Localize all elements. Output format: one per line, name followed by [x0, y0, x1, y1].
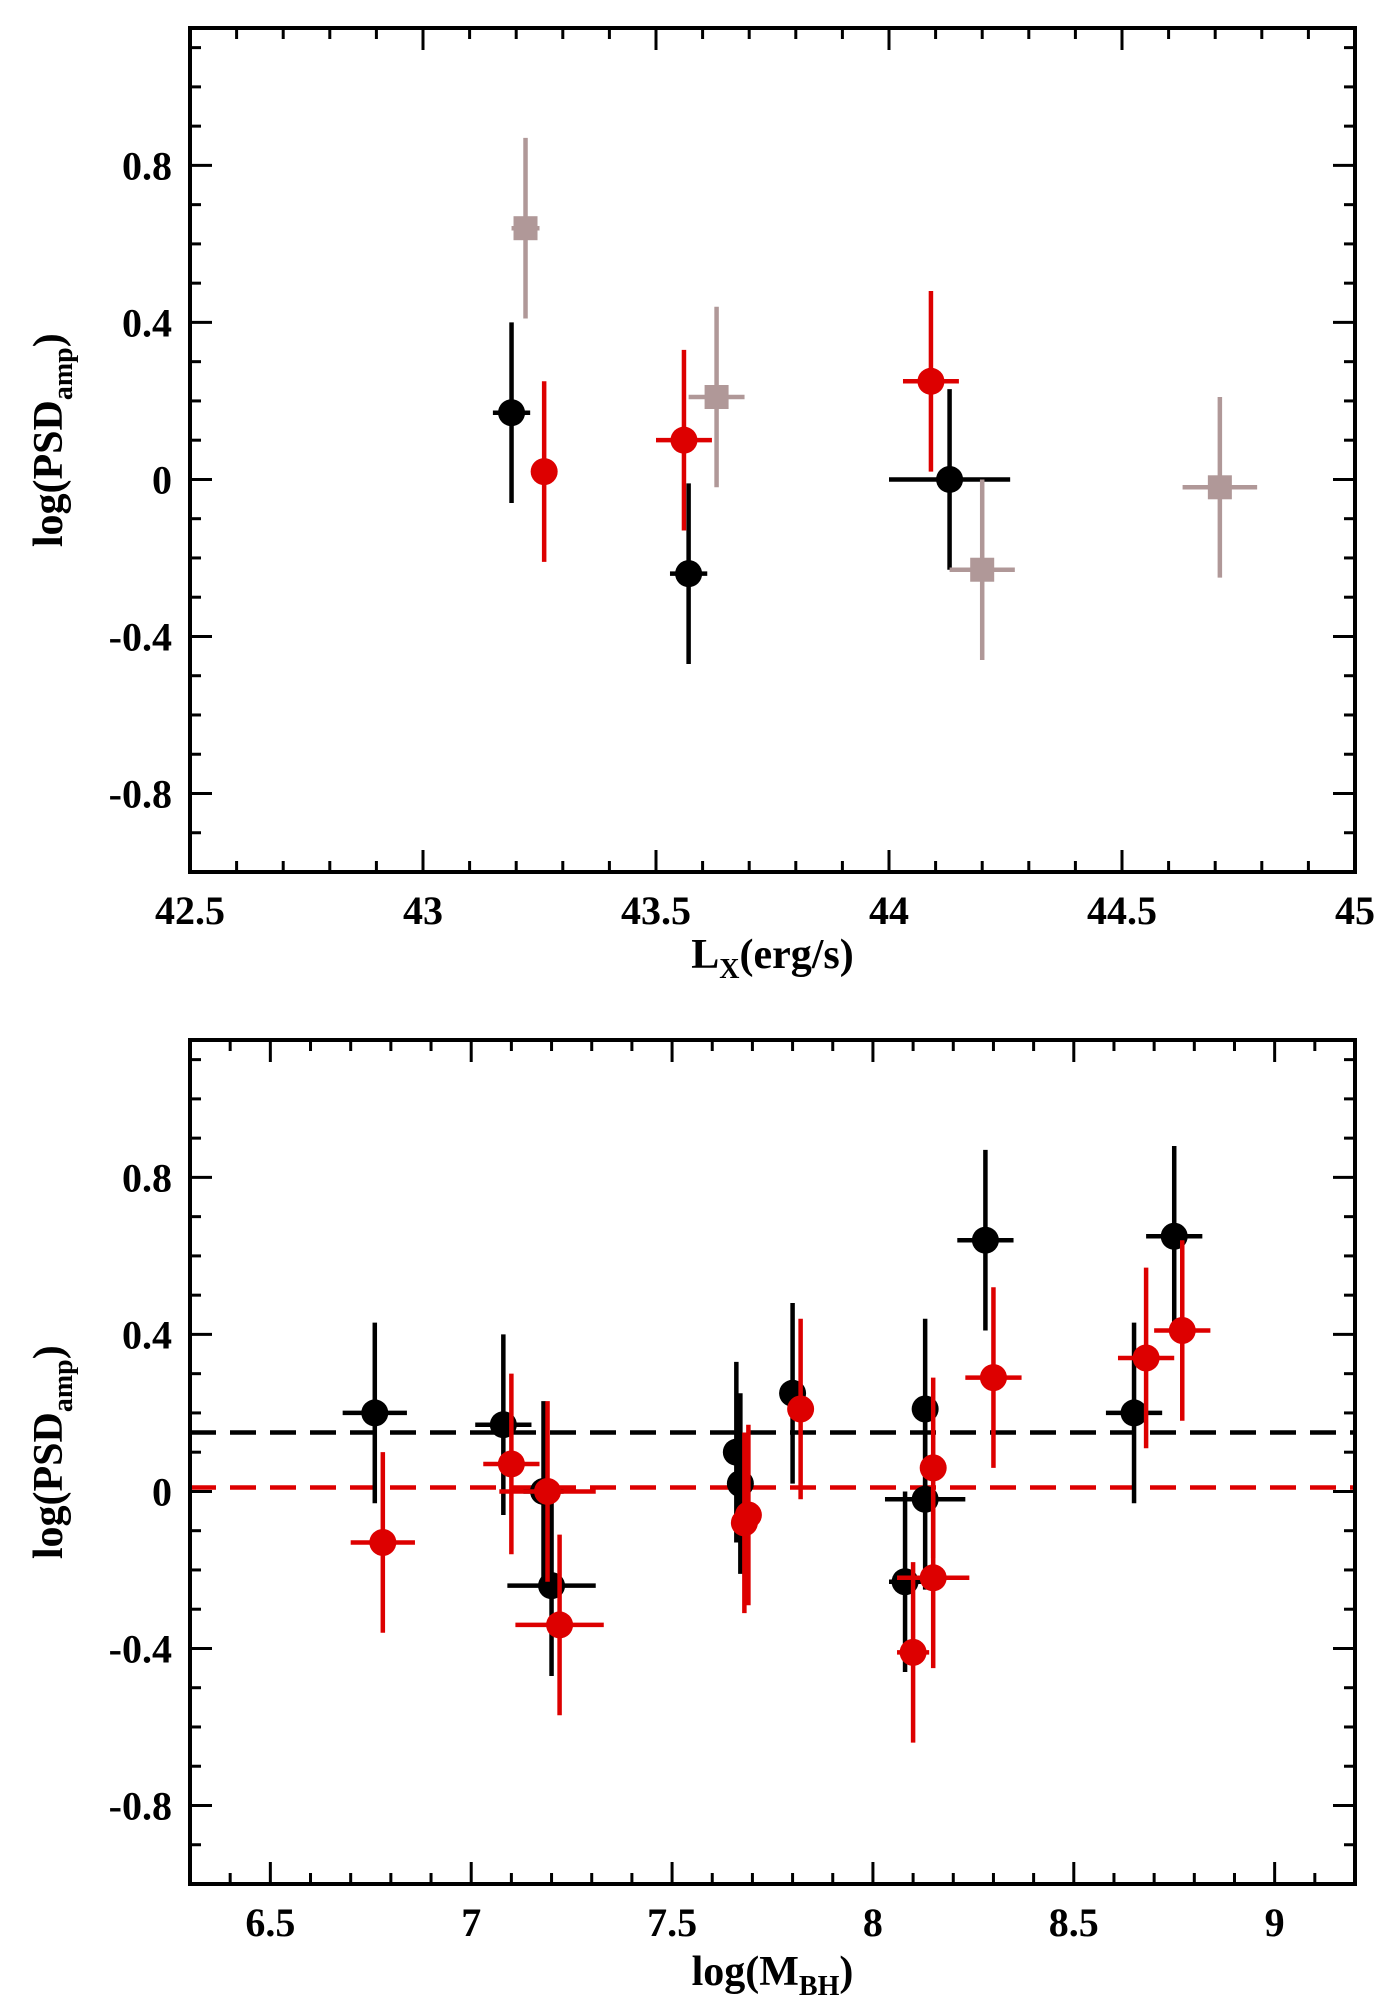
bottom-plot-area: 6.5 7 7.5 8 8.5 9 -0.8 -0.4 0 0.4 0.8	[109, 1038, 1357, 1945]
bottom-red-marker-1	[369, 1528, 397, 1556]
top-x-tick-label: 44.5	[1087, 888, 1157, 933]
bottom-red-marker-6	[734, 1501, 762, 1529]
top-x-tick-label: 44	[869, 888, 909, 933]
bottom-y-tick-label: -0.8	[109, 1783, 172, 1828]
top-tan-point-1	[511, 137, 540, 319]
bottom-black-point-1	[342, 1322, 407, 1504]
bottom-x-tick-label: 9	[1265, 1900, 1285, 1945]
bottom-red-marker-7	[787, 1395, 815, 1423]
top-black-marker-1	[498, 399, 526, 427]
bottom-red-marker-3	[534, 1477, 562, 1505]
bottom-red-marker-2	[497, 1450, 525, 1478]
top-tan-marker-3	[970, 557, 995, 582]
top-y-tick-label: 0.8	[122, 143, 172, 188]
bottom-red-marker-11	[979, 1364, 1007, 1392]
top-black-point-1	[492, 322, 531, 503]
bottom-red-point-2	[483, 1373, 540, 1555]
top-tan-marker-2	[704, 385, 729, 410]
top-tan-marker-4	[1207, 475, 1232, 500]
bottom-red-point-4	[515, 1534, 604, 1716]
top-red-point-1	[530, 381, 558, 562]
bottom-red-point-7	[787, 1318, 815, 1500]
top-tan-marker-1	[513, 216, 538, 241]
top-y-axis-label: log(PSDamp)	[26, 333, 79, 547]
top-tan-point-2	[688, 306, 745, 488]
top-y-tick-label: -0.8	[109, 771, 172, 816]
top-black-marker-3	[936, 465, 964, 493]
bottom-red-marker-9	[919, 1454, 947, 1482]
top-y-tick-label: 0	[152, 457, 172, 502]
bottom-red-marker-4	[546, 1611, 574, 1639]
bottom-x-tick-label: 6.5	[245, 1900, 295, 1945]
top-panel-lx: 42.5 43 43.5 44 44.5 45 -0.8 -0.4 0 0.4 0.8 LX(erg…	[26, 26, 1375, 985]
bottom-red-point-6	[734, 1424, 762, 1606]
bottom-panel-mbh: 6.5 7 7.5 8 8.5 9 -0.8 -0.4 0 0.4 0.8 log(MBH) log…	[26, 1038, 1357, 2002]
top-plot-area: 42.5 43 43.5 44 44.5 45 -0.8 -0.4 0 0.4 0.8	[109, 26, 1375, 933]
top-x-tick-label: 43	[403, 888, 443, 933]
bottom-black-point-4	[507, 1495, 596, 1676]
top-black-point-3	[889, 389, 1011, 570]
bottom-black-point-13	[1146, 1145, 1203, 1327]
top-red-point-2	[656, 349, 712, 531]
top-red-point-3	[902, 291, 959, 472]
top-y-tick-label: 0.4	[122, 300, 172, 345]
bottom-black-point-10	[884, 1409, 966, 1590]
bottom-red-marker-8	[899, 1638, 927, 1666]
top-tan-point-3	[949, 479, 1015, 661]
top-black-marker-2	[675, 560, 703, 588]
bottom-x-tick-label: 8.5	[1049, 1900, 1099, 1945]
top-y-tick-label: -0.4	[109, 614, 172, 659]
top-plot-frame	[188, 26, 1357, 874]
top-red-marker-2	[670, 426, 698, 454]
bottom-y-tick-label: 0.4	[122, 1312, 172, 1357]
bottom-x-axis-label: log(MBH)	[692, 1949, 854, 2002]
bottom-red-point-13	[1154, 1240, 1211, 1421]
bottom-black-point-11	[957, 1149, 1014, 1331]
bottom-red-marker-12	[1132, 1344, 1160, 1372]
bottom-y-tick-label: 0.8	[122, 1155, 172, 1200]
top-x-tick-label: 43.5	[621, 888, 691, 933]
bottom-red-marker-10	[919, 1564, 947, 1592]
bottom-plot-frame	[188, 1038, 1357, 1886]
top-x-tick-label: 45	[1335, 888, 1375, 933]
top-x-axis-label: LX(erg/s)	[691, 932, 854, 985]
bottom-black-marker-1	[361, 1399, 389, 1427]
top-tan-point-4	[1182, 397, 1258, 578]
bottom-y-axis-label: log(PSDamp)	[26, 1345, 79, 1559]
top-x-tick-label: 42.5	[155, 888, 225, 933]
bottom-red-point-10	[897, 1487, 970, 1669]
bottom-x-tick-label: 7	[461, 1900, 481, 1945]
bottom-red-point-8	[897, 1562, 930, 1743]
bottom-red-point-1	[350, 1452, 415, 1633]
top-black-point-2	[669, 483, 708, 664]
bottom-y-tick-label: -0.4	[109, 1626, 172, 1671]
bottom-red-point-12	[1117, 1267, 1175, 1449]
top-red-marker-1	[530, 458, 558, 486]
bottom-red-point-3	[499, 1401, 596, 1582]
bottom-x-tick-label: 7.5	[647, 1900, 697, 1945]
bottom-x-tick-label: 8	[863, 1900, 883, 1945]
bottom-red-marker-13	[1168, 1316, 1196, 1344]
bottom-black-marker-11	[971, 1226, 999, 1254]
top-red-marker-3	[917, 367, 945, 395]
bottom-red-point-11	[965, 1287, 1022, 1468]
bottom-y-tick-label: 0	[152, 1469, 172, 1514]
bottom-black-marker-12	[1120, 1399, 1148, 1427]
